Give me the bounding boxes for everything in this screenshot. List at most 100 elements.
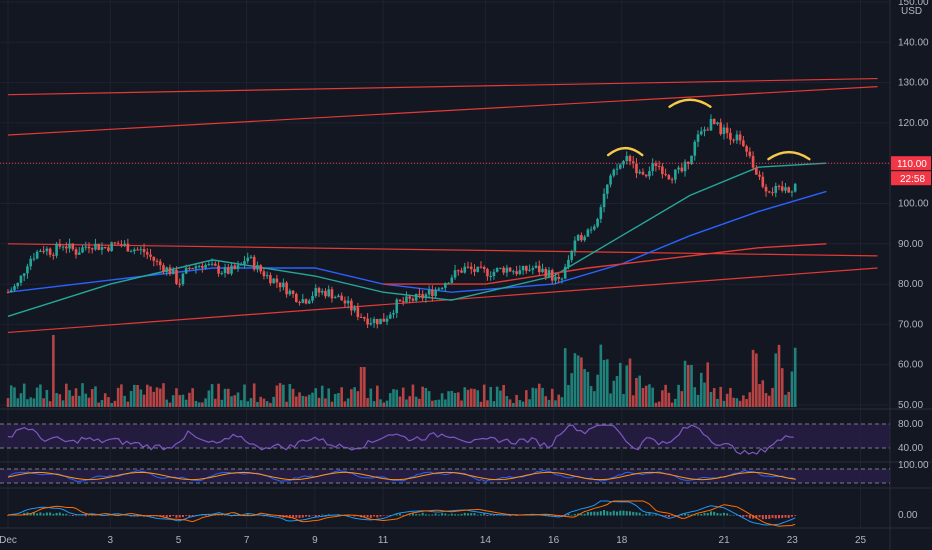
candle-body[interactable] [55,243,58,256]
candle-body[interactable] [317,288,321,293]
candle-body[interactable] [712,118,716,125]
candle-body[interactable] [518,270,522,275]
candle-body[interactable] [16,282,20,287]
candle-body[interactable] [515,271,518,275]
candle-body[interactable] [142,249,146,253]
candle-body[interactable] [116,243,120,245]
candle-body[interactable] [716,122,719,125]
candle-body[interactable] [502,267,505,273]
candle-body[interactable] [547,270,551,277]
candle-body[interactable] [771,192,774,194]
candle-body[interactable] [525,266,528,271]
candle-body[interactable] [288,290,292,295]
candle-body[interactable] [246,257,250,262]
candle-body[interactable] [110,242,113,251]
candle-body[interactable] [311,296,314,301]
candle-body[interactable] [742,140,745,147]
candle-body[interactable] [256,265,259,270]
candle-body[interactable] [356,307,360,317]
candle-body[interactable] [751,155,755,168]
candle-body[interactable] [466,266,470,268]
candle-body[interactable] [29,258,32,267]
candle-body[interactable] [217,265,220,274]
candle-body[interactable] [236,265,240,269]
candle-body[interactable] [606,184,609,194]
candle-body[interactable] [19,275,23,283]
pattern-arc[interactable] [606,146,644,157]
candle-body[interactable] [145,252,149,255]
candle-body[interactable] [508,267,512,272]
candle-body[interactable] [492,271,496,276]
candle-body[interactable] [262,271,266,277]
candle-body[interactable] [252,256,256,270]
candle-body[interactable] [732,139,735,141]
candle-body[interactable] [223,267,227,274]
candle-body[interactable] [635,163,638,174]
candle-body[interactable] [748,151,752,156]
candle-body[interactable] [644,174,648,177]
candle-body[interactable] [463,266,467,273]
candle-body[interactable] [735,134,739,141]
candle-body[interactable] [593,226,596,230]
candle-body[interactable] [74,249,78,255]
candle-body[interactable] [641,171,645,175]
candle-body[interactable] [570,250,573,260]
stochastic-panel[interactable]: 100.00 [0,460,929,484]
time-axis[interactable]: Dec 3 5 7 9 11 14 16 18 21 23 25 [0,535,866,546]
candle-body[interactable] [612,169,616,176]
candle-body[interactable] [725,127,729,133]
candle-body[interactable] [65,246,68,249]
candle-body[interactable] [139,249,143,251]
candle-body[interactable] [324,290,327,297]
candle-body[interactable] [693,141,697,156]
candle-body[interactable] [780,186,784,191]
candle-body[interactable] [589,229,593,231]
candle-body[interactable] [680,167,684,172]
candle-body[interactable] [638,171,642,174]
candle-body[interactable] [450,277,454,283]
candle-body[interactable] [424,294,428,299]
candle-body[interactable] [113,242,117,244]
candle-body[interactable] [622,161,625,165]
candle-body[interactable] [686,161,690,165]
candle-body[interactable] [699,131,703,135]
candle-body[interactable] [366,318,369,325]
candle-body[interactable] [537,265,541,273]
candle-body[interactable] [149,254,152,257]
candle-body[interactable] [298,302,301,304]
candle-body[interactable] [6,292,10,294]
candle-body[interactable] [210,263,214,265]
candle-body[interactable] [499,267,502,269]
candle-body[interactable] [87,246,91,249]
candle-body[interactable] [793,183,797,192]
candle-body[interactable] [32,258,36,260]
candle-body[interactable] [602,193,606,208]
candle-body[interactable] [388,314,392,319]
candle-body[interactable] [214,263,217,266]
candle-body[interactable] [392,313,395,315]
candle-body[interactable] [165,267,169,272]
candle-body[interactable] [755,167,758,175]
candle-body[interactable] [706,129,710,131]
candle-body[interactable] [651,163,654,172]
candle-body[interactable] [359,316,363,318]
candle-body[interactable] [453,270,457,278]
candle-body[interactable] [544,268,548,277]
candle-body[interactable] [473,269,476,272]
trendline[interactable] [7,77,878,96]
candle-body[interactable] [120,244,123,246]
candle-body[interactable] [340,295,343,301]
candle-body[interactable] [155,260,159,262]
candle-body[interactable] [291,290,295,294]
candle-body[interactable] [184,267,188,274]
pattern-arc[interactable] [767,150,811,161]
candle-body[interactable] [599,207,603,219]
candle-body[interactable] [560,278,564,280]
candle-body[interactable] [709,118,713,131]
candle-body[interactable] [745,146,748,152]
candle-body[interactable] [479,266,483,268]
candle-body[interactable] [531,267,535,270]
candle-body[interactable] [107,247,110,251]
candle-body[interactable] [304,299,308,304]
candle-body[interactable] [272,278,275,284]
